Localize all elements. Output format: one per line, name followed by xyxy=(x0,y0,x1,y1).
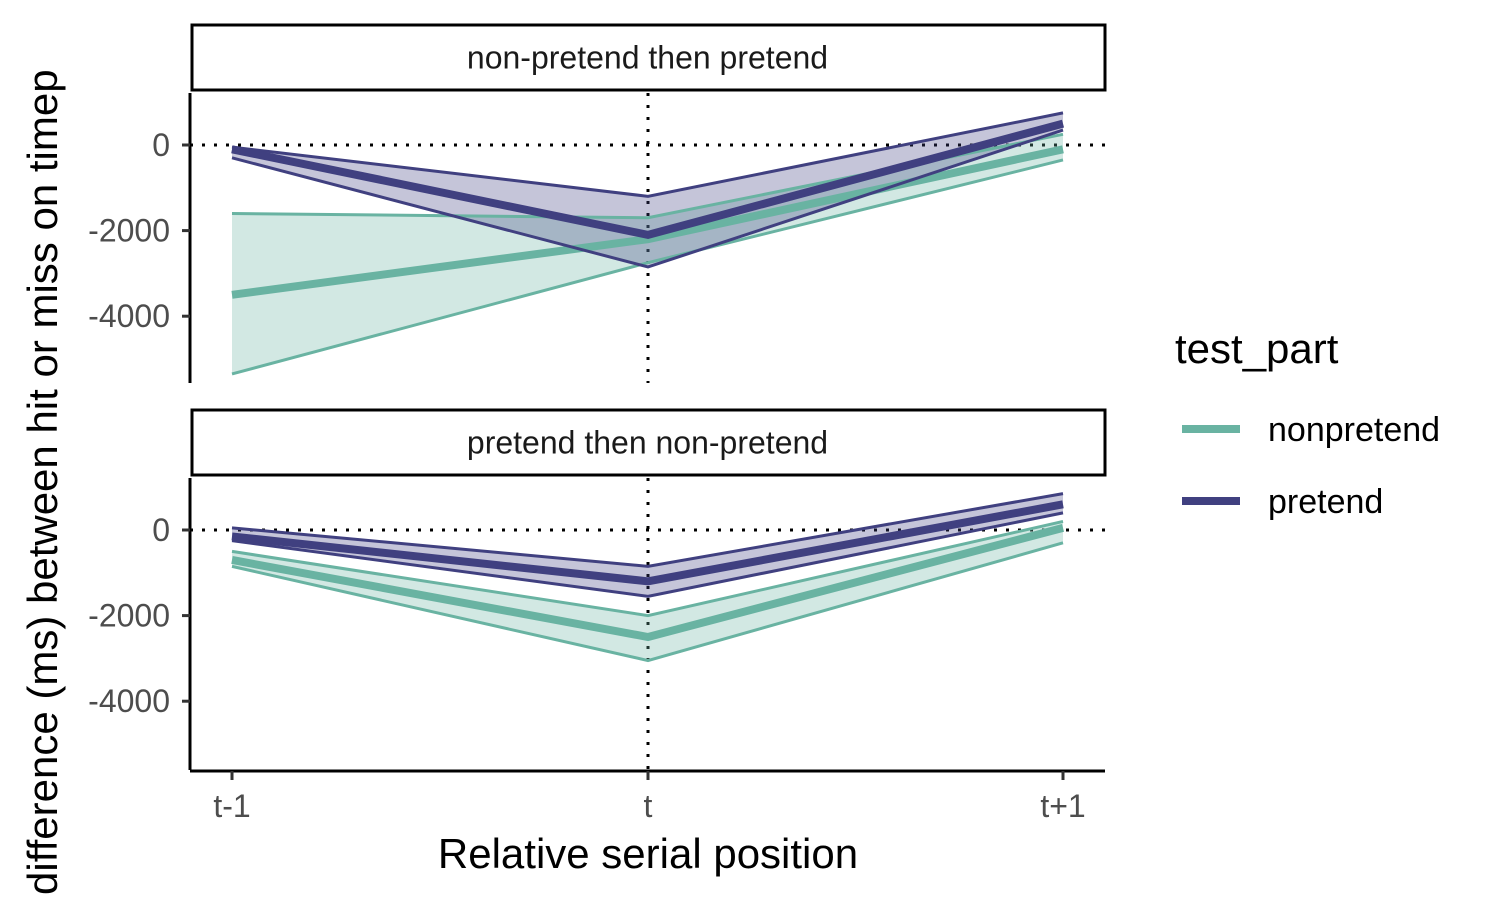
legend-label-pretend: pretend xyxy=(1268,483,1383,521)
panel-1: non-pretend then pretend 0 -2000 -4000 xyxy=(88,23,1107,383)
y-tick-label: -4000 xyxy=(88,683,170,719)
mean-line-nonpretend xyxy=(231,145,1064,299)
lower-bound-nonpretend xyxy=(231,541,1064,663)
y-tick-label: -2000 xyxy=(88,213,170,249)
facet-strip xyxy=(190,408,1107,477)
y-tick-label: 0 xyxy=(152,127,170,163)
y-tick-label: -4000 xyxy=(88,298,170,334)
panels: non-pretend then pretend0-2000-4000prete… xyxy=(88,23,1107,770)
upper-bound-pretend xyxy=(231,492,1064,568)
mean-line-pretend xyxy=(231,500,1064,586)
mean-line-nonpretend xyxy=(231,523,1065,642)
facet-strip xyxy=(190,23,1107,92)
legend: test_part nonpretend pretend xyxy=(1175,325,1440,521)
legend-title: test_part xyxy=(1175,325,1339,372)
y-tick-label: 0 xyxy=(152,512,170,548)
mean-line-pretend xyxy=(231,119,1065,239)
upper-bound-pretend xyxy=(231,111,1064,198)
x-axis-title: Relative serial position xyxy=(438,830,858,877)
x-tick-label: t+1 xyxy=(1040,788,1085,824)
x-axis: t-1 t t+1 xyxy=(190,769,1105,824)
lower-bound-nonpretend xyxy=(231,158,1064,376)
panel-2: pretend then non-pretend 0 -2000 -4000 xyxy=(88,408,1107,770)
y-tick-label: -2000 xyxy=(88,598,170,634)
lower-bound-pretend xyxy=(231,511,1064,598)
facet-strip-label: pretend then non-pretend xyxy=(467,425,828,461)
legend-label-nonpretend: nonpretend xyxy=(1268,411,1440,449)
x-tick-label: t-1 xyxy=(213,788,250,824)
facet-strip-label: non-pretend then pretend xyxy=(467,40,828,76)
x-tick-label: t xyxy=(644,788,653,824)
lower-bound-pretend xyxy=(231,128,1064,269)
y-axis-title: difference (ms) between hit or miss on t… xyxy=(19,69,66,895)
upper-bound-nonpretend xyxy=(231,519,1064,618)
